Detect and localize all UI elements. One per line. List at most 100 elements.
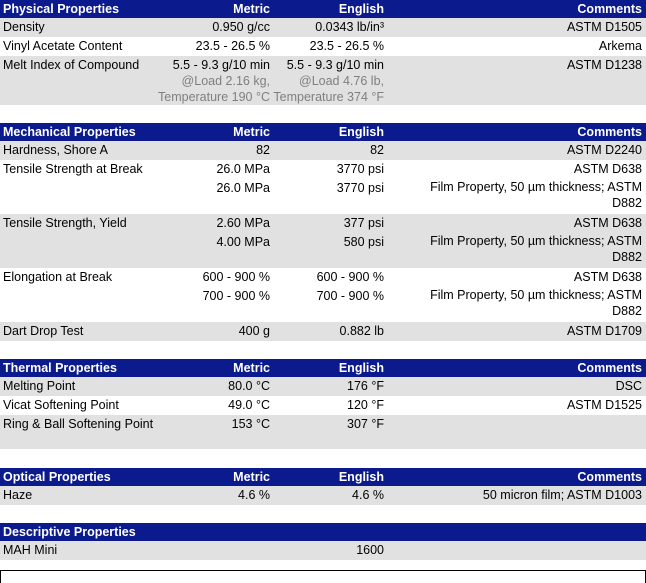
table-row: Vinyl Acetate Content 23.5 - 26.5 % 23.5…: [0, 37, 646, 56]
comments-value: DSC: [615, 379, 642, 393]
section-header: Thermal Properties Metric English Commen…: [0, 359, 646, 377]
section-title: Optical Properties: [3, 470, 111, 484]
english-note: Temperature 374 °F: [273, 90, 384, 104]
english-value: 82: [370, 143, 384, 157]
comments-column-header: Comments: [577, 470, 642, 484]
section-header: Mechanical Properties Metric English Com…: [0, 123, 646, 141]
metric-value: 4.00 MPa: [216, 235, 270, 249]
table-row: Hardness, Shore A 82 82 ASTM D2240: [0, 141, 646, 160]
property-name: Melting Point: [3, 379, 76, 393]
property-name: Vinyl Acetate Content: [3, 39, 123, 53]
section-title: Physical Properties: [3, 2, 120, 16]
comments-value: Film Property, 50 µm thickness; ASTM D88…: [430, 180, 642, 210]
metric-value: 0.950 g/cc: [212, 20, 270, 34]
metric-value: 26.0 MPa: [216, 181, 270, 195]
optical-properties-section: Optical Properties Metric English Commen…: [0, 468, 646, 505]
metric-column-header: Metric: [233, 361, 270, 375]
property-name: Elongation at Break: [3, 270, 113, 284]
property-name: Tensile Strength, Yield: [3, 216, 127, 230]
comments-value: ASTM D1238: [566, 58, 642, 72]
metric-value: 2.60 MPa: [216, 216, 270, 230]
mechanical-properties-section: Mechanical Properties Metric English Com…: [0, 123, 646, 341]
english-value: 600 - 900 %: [316, 270, 384, 284]
metric-value: 80.0 °C: [228, 379, 270, 393]
english-note: @Load 4.76 lb,: [299, 74, 384, 88]
descriptive-properties-section: Descriptive Properties MAH Mini 1600: [0, 523, 646, 560]
english-value: 0.882 lb: [339, 324, 384, 338]
property-name: MAH Mini: [3, 543, 58, 557]
comments-value: Arkema: [598, 39, 642, 53]
metric-column-header: Metric: [233, 125, 270, 139]
english-column-header: English: [338, 125, 384, 139]
comments-value: ASTM D1709: [566, 324, 642, 338]
property-name: Dart Drop Test: [3, 324, 84, 338]
table-row: Tensile Strength at Break 26.0 MPa 3770 …: [0, 160, 646, 214]
table-row: Elongation at Break 600 - 900 % 600 - 90…: [0, 268, 646, 322]
metric-value: 49.0 °C: [228, 398, 270, 412]
property-name: Tensile Strength at Break: [3, 162, 143, 176]
section-title: Mechanical Properties: [3, 125, 136, 139]
property-name: Hardness, Shore A: [3, 143, 108, 157]
english-value: 120 °F: [347, 398, 384, 412]
metric-column-header: Metric: [233, 470, 270, 484]
comments-value: ASTM D2240: [566, 143, 642, 157]
comments-value: Film Property, 50 µm thickness; ASTM D88…: [430, 288, 642, 318]
english-value: 377 psi: [343, 216, 384, 230]
section-header: Optical Properties Metric English Commen…: [0, 468, 646, 486]
table-row: Ring & Ball Softening Point 153 °C 307 °…: [0, 415, 646, 449]
metric-value: 26.0 MPa: [216, 162, 270, 176]
english-value: 23.5 - 26.5 %: [309, 39, 384, 53]
english-value: 176 °F: [347, 379, 384, 393]
metric-note: Temperature 190 °C: [158, 90, 270, 104]
english-value: 1600: [356, 543, 384, 557]
section-header: Physical Properties Metric English Comme…: [0, 0, 646, 18]
table-row: Tensile Strength, Yield 2.60 MPa 377 psi…: [0, 214, 646, 268]
section-header: Descriptive Properties: [0, 523, 646, 541]
table-row: Haze 4.6 % 4.6 % 50 micron film; ASTM D1…: [0, 486, 646, 505]
comments-value: ASTM D1505: [566, 20, 642, 34]
table-row: Vicat Softening Point 49.0 °C 120 °F AST…: [0, 396, 646, 415]
english-value: 700 - 900 %: [316, 289, 384, 303]
metric-value: 4.6 %: [238, 488, 270, 502]
table-row: Melt Index of Compound 5.5 - 9.3 g/10 mi…: [0, 56, 646, 105]
metric-value: 5.5 - 9.3 g/10 min: [172, 58, 270, 72]
metric-value: 23.5 - 26.5 %: [195, 39, 270, 53]
metric-value: 82: [256, 143, 270, 157]
english-column-header: English: [338, 361, 384, 375]
section-title: Descriptive Properties: [3, 525, 136, 539]
english-value: 3770 psi: [336, 162, 384, 176]
comments-value: ASTM D638: [573, 216, 642, 230]
metric-value: 153 °C: [231, 417, 270, 431]
english-value: 3770 psi: [336, 181, 384, 195]
english-column-header: English: [338, 470, 384, 484]
comments-value: Film Property, 50 µm thickness; ASTM D88…: [430, 234, 642, 264]
english-value: 4.6 %: [352, 488, 384, 502]
metric-column-header: Metric: [233, 2, 270, 16]
metric-value: 700 - 900 %: [202, 289, 270, 303]
thermal-properties-section: Thermal Properties Metric English Commen…: [0, 359, 646, 449]
comments-value: 50 micron film; ASTM D1003: [482, 488, 642, 502]
physical-properties-section: Physical Properties Metric English Comme…: [0, 0, 646, 105]
comments-column-header: Comments: [577, 125, 642, 139]
metric-note: @Load 2.16 kg,: [181, 74, 270, 88]
comments-value: ASTM D1525: [566, 398, 642, 412]
metric-value: 600 - 900 %: [202, 270, 270, 284]
comments-column-header: Comments: [577, 361, 642, 375]
property-name: Haze: [3, 488, 33, 502]
table-row: Dart Drop Test 400 g 0.882 lb ASTM D1709: [0, 322, 646, 341]
section-title: Thermal Properties: [3, 361, 117, 375]
english-value: 580 psi: [343, 235, 384, 249]
property-name: Density: [3, 20, 45, 34]
comments-column-header: Comments: [577, 2, 642, 16]
table-row: Density 0.950 g/cc 0.0343 lb/in³ ASTM D1…: [0, 18, 646, 37]
property-name: Ring & Ball Softening Point: [3, 417, 154, 431]
table-row: MAH Mini 1600: [0, 541, 646, 560]
english-value: 307 °F: [347, 417, 384, 431]
property-name: Melt Index of Compound: [3, 58, 140, 72]
comments-value: ASTM D638: [573, 270, 642, 284]
property-name: Vicat Softening Point: [3, 398, 119, 412]
english-value: 5.5 - 9.3 g/10 min: [286, 58, 384, 72]
comments-value: ASTM D638: [573, 162, 642, 176]
metric-value: 400 g: [238, 324, 270, 338]
english-column-header: English: [338, 2, 384, 16]
